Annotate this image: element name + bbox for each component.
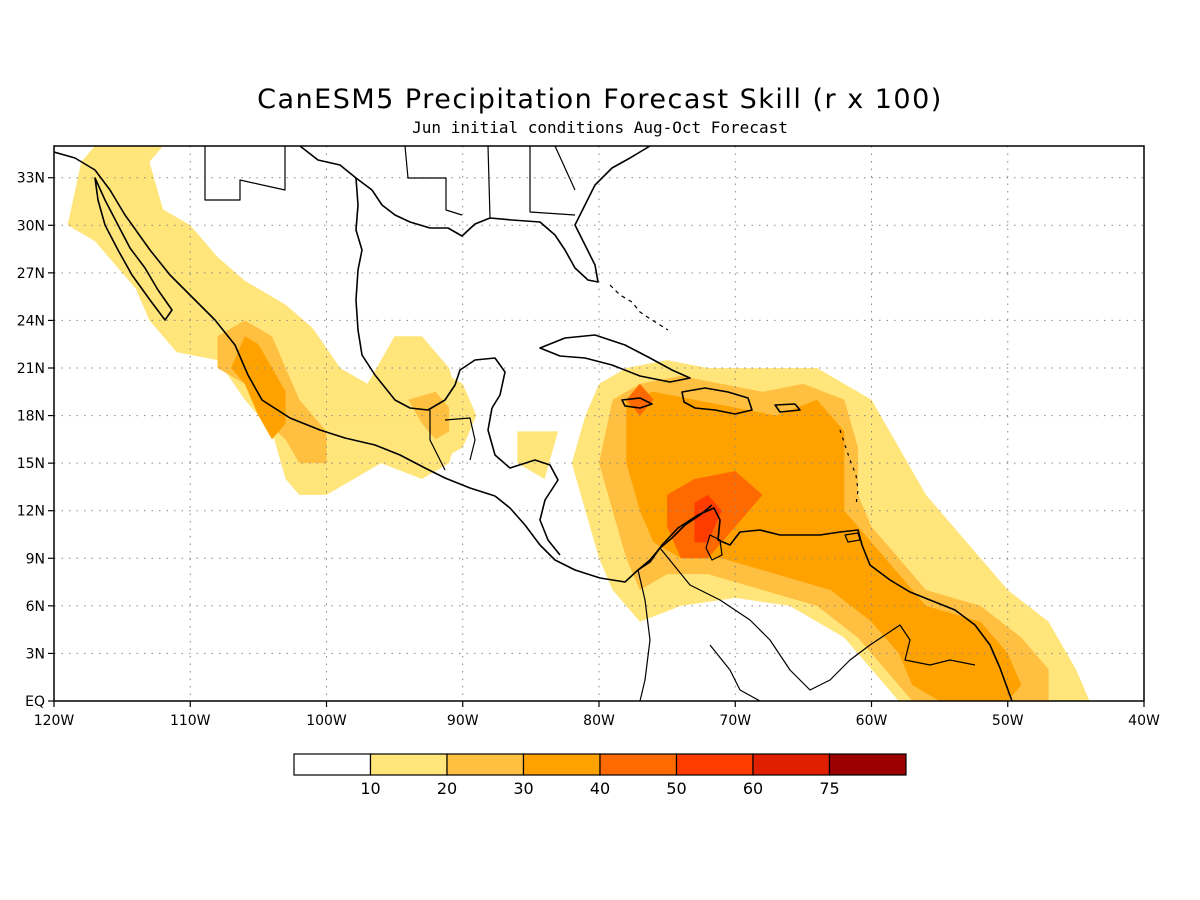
colorbar-swatch (752, 753, 831, 776)
lon-tick-label: 50W (992, 713, 1024, 729)
skill-region-2 (231, 336, 286, 440)
skill-region-5 (517, 431, 559, 479)
latitude-ticks: EQ 3N 6N 9N 12N 15N 18N 21N 24N 27N 30N 33N (17, 171, 54, 710)
colorbar-label: 60 (743, 779, 763, 798)
lon-tick-label: 100W (306, 713, 347, 729)
lon-tick-label: 40W (1128, 713, 1160, 729)
colorbar-label: 10 (360, 779, 380, 798)
colorbar-label: 20 (437, 779, 457, 798)
colorbar-swatch (599, 753, 678, 776)
colorbar-swatch (675, 753, 754, 776)
lon-tick-label: 120W (34, 713, 75, 729)
lat-tick-label: 3N (26, 646, 45, 662)
lon-tick-label: 70W (719, 713, 751, 729)
coastlines (54, 146, 1013, 701)
colorbar-swatch (293, 753, 372, 776)
lon-tick-label: 80W (583, 713, 615, 729)
lat-tick-label: 21N (17, 361, 45, 377)
lat-tick-label: 12N (17, 504, 45, 520)
lat-tick-label: 30N (17, 218, 45, 234)
lat-tick-label: 15N (17, 456, 45, 472)
colorbar-label: 50 (666, 779, 686, 798)
skill-region-11 (626, 383, 654, 416)
colorbar-label: 40 (590, 779, 610, 798)
colorbar-swatch (522, 753, 601, 776)
colorbar: 10 20 30 40 50 60 75 (293, 753, 907, 798)
lon-tick-label: 110W (170, 713, 211, 729)
gridlines (54, 146, 1144, 701)
colorbar-label: 75 (819, 779, 839, 798)
colorbar-swatch (446, 753, 525, 776)
colorbar-swatch (369, 753, 448, 776)
lat-tick-label: 33N (17, 171, 45, 187)
lon-tick-label: 60W (856, 713, 888, 729)
lat-tick-label: 24N (17, 313, 45, 329)
lat-tick-label: 27N (17, 266, 45, 282)
lat-tick-label: 9N (26, 551, 45, 567)
longitude-ticks: 120W 110W 100W 90W 80W 70W 60W 50W 40W (34, 701, 1160, 729)
lon-tick-label: 90W (447, 713, 479, 729)
lat-tick-label: 18N (17, 409, 45, 425)
map-subtitle: Jun initial conditions Aug-Oct Forecast (412, 118, 788, 137)
colorbar-swatch (828, 753, 907, 776)
lat-tick-label: 6N (26, 599, 45, 615)
colorbar-label: 30 (513, 779, 533, 798)
skill-shading (67, 146, 1090, 701)
lat-tick-label: EQ (25, 694, 45, 710)
skill-region-10 (694, 494, 722, 543)
skill-region-8 (626, 391, 1022, 701)
map-title: CanESM5 Precipitation Forecast Skill (r … (257, 84, 943, 115)
